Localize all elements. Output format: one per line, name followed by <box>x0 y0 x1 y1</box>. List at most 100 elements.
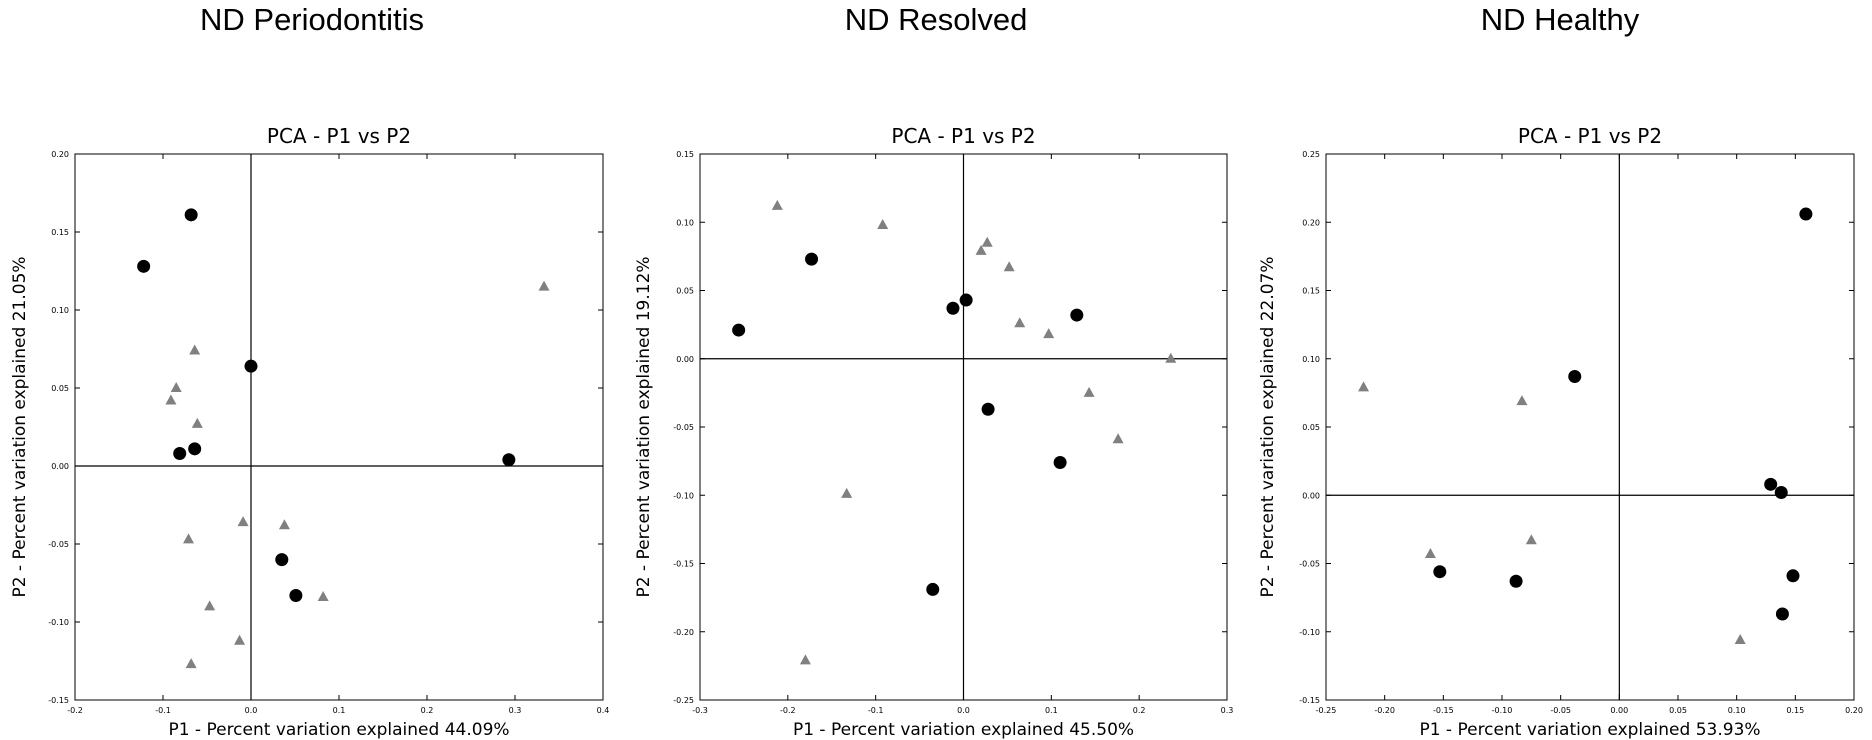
data-point-circle <box>1786 569 1800 583</box>
chart-title: PCA - P1 vs P2 <box>891 124 1035 148</box>
x-tick-label: 0.1 <box>333 706 346 715</box>
scatter-chart-periodontitis: -0.2 -0.1 0.0 0.1 0.2 0.3 0.4 -0.15 -0.10 -0.05 0.… <box>10 124 610 740</box>
y-tick-label: -0.10 <box>48 618 69 627</box>
data-point-triangle <box>237 516 249 527</box>
data-point-circle <box>1568 369 1582 383</box>
data-point-triangle <box>317 591 329 602</box>
y-tick-label: 0.00 <box>51 462 69 471</box>
plot-frame <box>1325 153 1855 701</box>
y-axis-label: P2 - Percent variation explained 19.12% <box>634 256 654 597</box>
data-point-triangle <box>185 658 197 669</box>
y-tick-label: 0.10 <box>676 218 694 227</box>
data-point-circle <box>502 453 516 467</box>
y-tick-label: 0.20 <box>1302 218 1320 227</box>
y-tick-label: 0.05 <box>51 384 69 393</box>
x-tick-label: 0.4 <box>597 706 610 715</box>
y-tick-label: 0.10 <box>1302 355 1320 364</box>
x-tick-label: 0.15 <box>1786 706 1804 715</box>
data-point-circle <box>1775 607 1789 621</box>
x-tick-label: -0.1 <box>868 706 884 715</box>
data-point-triangle <box>1165 352 1177 363</box>
data-point-triangle <box>1516 395 1528 406</box>
y-tick-label: 0.15 <box>676 150 694 159</box>
data-point-triangle <box>204 600 216 611</box>
panel-heading: ND Periodontitis <box>200 2 424 37</box>
chart-title: PCA - P1 vs P2 <box>1518 124 1662 148</box>
scatter-chart-healthy: -0.25 -0.20 -0.15 -0.10 -0.05 0.00 0.05 0.10 0.1… <box>1258 124 1863 740</box>
data-point-triangle <box>1043 328 1055 339</box>
y-tick-label: -0.10 <box>673 491 694 500</box>
chart-title: PCA - P1 vs P2 <box>267 124 411 148</box>
y-tick-label: -0.15 <box>673 560 694 569</box>
data-point-triangle <box>771 199 783 210</box>
x-tick-label: -0.2 <box>67 706 83 715</box>
data-point-triangle <box>1734 633 1746 644</box>
panel-heading: ND Resolved <box>844 2 1028 37</box>
data-point-triangle <box>278 519 290 530</box>
x-tick-label: 0.3 <box>1221 706 1234 715</box>
x-tick-label: 0.05 <box>1669 706 1687 715</box>
panel-healthy: ND Healthy -0.25 -0.20 -0.15 -0.10 -0.05 0.00… <box>1248 0 1872 740</box>
y-tick-label: 0.00 <box>676 355 694 364</box>
data-point-triangle <box>1358 381 1370 392</box>
data-point-circle <box>137 259 151 273</box>
y-tick-label: 0.05 <box>1302 423 1320 432</box>
data-point-triangle <box>191 417 203 428</box>
data-point-circle <box>959 293 973 307</box>
x-tick-label: 0.2 <box>421 706 434 715</box>
data-point-circle <box>184 208 198 222</box>
y-axis-label: P2 - Percent variation explained 21.05% <box>10 256 30 597</box>
x-axis-label: P1 - Percent variation explained 53.93% <box>1419 720 1760 740</box>
data-point-circle <box>1070 308 1084 322</box>
data-point-circle <box>244 359 258 373</box>
data-point-triangle <box>877 218 889 229</box>
y-tick-label: -0.05 <box>1299 560 1320 569</box>
x-axis-label: P1 - Percent variation explained 44.09% <box>168 720 509 740</box>
data-point-circle <box>926 582 940 596</box>
data-point-circle <box>732 323 746 337</box>
data-point-circle <box>981 402 995 416</box>
data-point-circle <box>188 442 202 456</box>
data-point-triangle <box>975 244 987 255</box>
data-point-triangle <box>1112 433 1124 444</box>
data-point-triangle <box>234 634 246 645</box>
y-tick-label: -0.25 <box>673 696 694 705</box>
data-point-triangle <box>165 394 177 405</box>
y-tick-label: 0.15 <box>51 228 69 237</box>
data-point-circle <box>1764 477 1778 491</box>
data-point-circle <box>1774 486 1788 500</box>
data-point-triangle <box>981 236 993 247</box>
y-tick-label: -0.15 <box>48 696 69 705</box>
x-tick-label: 0.0 <box>957 706 970 715</box>
y-tick-label: 0.05 <box>676 287 694 296</box>
x-tick-label: 0.2 <box>1133 706 1146 715</box>
data-point-circle <box>173 447 187 461</box>
data-point-circle <box>1799 207 1813 221</box>
x-tick-label: -0.2 <box>780 706 796 715</box>
y-tick-label: 0.20 <box>51 150 69 159</box>
x-tick-label: 0.00 <box>1610 706 1628 715</box>
x-tick-label: 0.3 <box>509 706 522 715</box>
y-tick-label: -0.10 <box>1299 628 1320 637</box>
scatter-chart-resolved: -0.3 -0.2 -0.1 0.0 0.1 0.2 0.3 -0.25 -0.20 -0.15 -… <box>634 124 1234 740</box>
plot-frame <box>74 153 604 701</box>
panel-periodontitis: ND Periodontitis -0.2 -0.1 0.0 0.1 0.2 0.3 0.4… <box>0 0 624 740</box>
data-point-triangle <box>841 487 853 498</box>
data-point-triangle <box>1003 261 1015 272</box>
data-point-circle <box>1433 565 1447 579</box>
y-tick-label: 0.10 <box>51 306 69 315</box>
y-tick-label: -0.05 <box>673 423 694 432</box>
data-point-circle <box>1053 455 1067 469</box>
x-tick-label: -0.3 <box>692 706 708 715</box>
x-tick-label: -0.20 <box>1374 706 1395 715</box>
panel-resolved: ND Resolved -0.3 -0.2 -0.1 0.0 0.1 0.2 0.3 -0.2… <box>624 0 1248 740</box>
y-tick-label: -0.20 <box>673 628 694 637</box>
data-point-triangle <box>538 280 550 291</box>
panel-heading: ND Healthy <box>1480 2 1640 37</box>
y-tick-label: 0.15 <box>1302 287 1320 296</box>
x-tick-label: 0.20 <box>1845 706 1863 715</box>
y-tick-label: -0.05 <box>48 540 69 549</box>
x-tick-label: 0.10 <box>1728 706 1746 715</box>
y-axis-label: P2 - Percent variation explained 22.07% <box>1258 256 1278 597</box>
x-tick-label: 0.1 <box>1045 706 1058 715</box>
